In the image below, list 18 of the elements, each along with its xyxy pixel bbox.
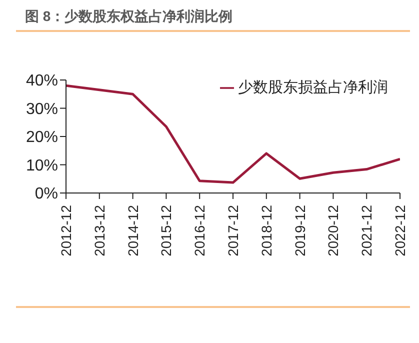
x-tick-label: 2013-12 xyxy=(91,204,108,256)
x-tick-label: 2015-12 xyxy=(158,204,174,256)
x-tick-label: 2020-12 xyxy=(325,204,342,256)
y-tick-label: 0% xyxy=(34,186,58,203)
x-tick-label: 2018-12 xyxy=(258,204,274,256)
x-tick-label: 2021-12 xyxy=(358,204,375,256)
x-tick-label: 2016-12 xyxy=(192,204,208,256)
legend-label: 少数股东损益占净利润 xyxy=(238,79,388,96)
x-tick-label: 2022-12 xyxy=(392,204,408,256)
x-tick-label: 2012-12 xyxy=(58,204,74,256)
y-tick-label: 20% xyxy=(26,129,58,146)
x-tick-label: 2017-12 xyxy=(225,204,241,256)
x-tick-label: 2019-12 xyxy=(292,204,308,256)
chart-title: 图 8：少数股东权益占净利润比例 xyxy=(25,8,233,26)
x-tick-label: 2014-12 xyxy=(124,204,141,256)
y-tick-label: 40% xyxy=(26,72,58,90)
y-tick-label: 30% xyxy=(26,100,58,118)
y-tick-label: 10% xyxy=(26,157,58,174)
